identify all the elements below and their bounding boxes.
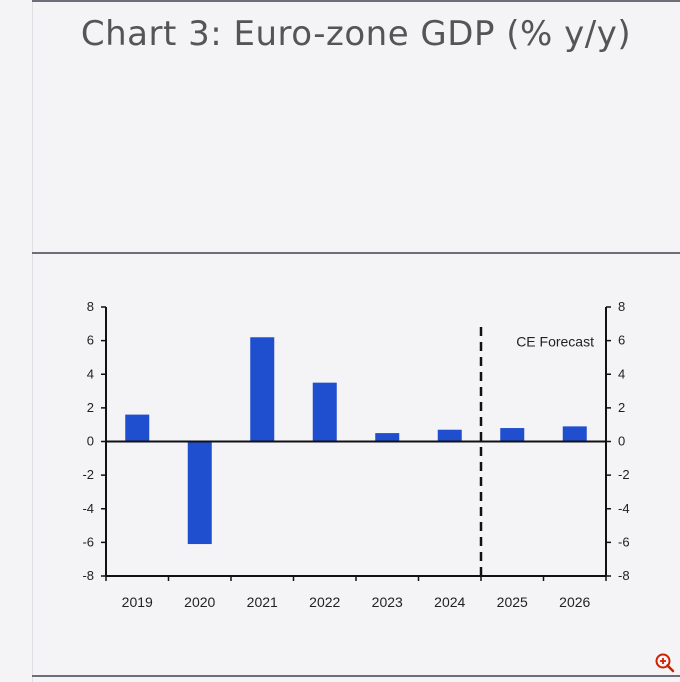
y-tick-label-right: -8: [618, 568, 630, 583]
y-tick-label-left: 0: [87, 434, 94, 449]
y-tick-label-left: 6: [87, 333, 94, 348]
y-tick-label-left: -2: [82, 467, 94, 482]
top-divider: [32, 0, 680, 2]
middle-divider: [32, 252, 680, 254]
y-tick-label-right: 6: [618, 333, 625, 348]
bar-2019: [125, 414, 150, 442]
bar-2026: [562, 426, 587, 442]
zoom-in-icon: [655, 653, 675, 673]
y-tick-label-left: 8: [87, 299, 94, 314]
forecast-label: CE Forecast: [516, 334, 594, 350]
x-tick-label: 2021: [247, 594, 278, 610]
y-tick-label-left: 4: [87, 366, 94, 381]
y-tick-label-left: -6: [82, 534, 94, 549]
x-tick-label: 2019: [122, 594, 153, 610]
x-tick-label: 2023: [372, 594, 403, 610]
y-tick-label-right: -2: [618, 467, 630, 482]
x-tick-label: 2022: [309, 594, 340, 610]
bar-2020: [187, 441, 212, 545]
y-tick-label-right: -6: [618, 534, 630, 549]
y-tick-label-left: -8: [82, 568, 94, 583]
x-tick-label: 2025: [497, 594, 528, 610]
x-tick-label: 2024: [434, 594, 465, 610]
bar-2021: [250, 337, 275, 442]
x-tick-label: 2026: [559, 594, 590, 610]
zoom-in-button[interactable]: [654, 652, 676, 674]
y-tick-label-right: 8: [618, 299, 625, 314]
y-tick-label-left: 2: [87, 400, 94, 415]
bottom-divider: [32, 675, 680, 677]
bar-2025: [500, 428, 525, 442]
y-tick-label-right: 4: [618, 366, 625, 381]
x-tick-label: 2020: [184, 594, 215, 610]
y-tick-label-right: 0: [618, 434, 625, 449]
y-tick-label-right: 2: [618, 400, 625, 415]
bar-2024: [437, 429, 462, 442]
y-tick-label-right: -4: [618, 501, 630, 516]
y-tick-label-left: -4: [82, 501, 94, 516]
panel-left-edge: [32, 0, 33, 682]
chart-title: Chart 3: Euro-zone GDP (% y/y): [80, 14, 632, 54]
bar-2022: [312, 382, 337, 442]
bar-2023: [375, 433, 400, 442]
